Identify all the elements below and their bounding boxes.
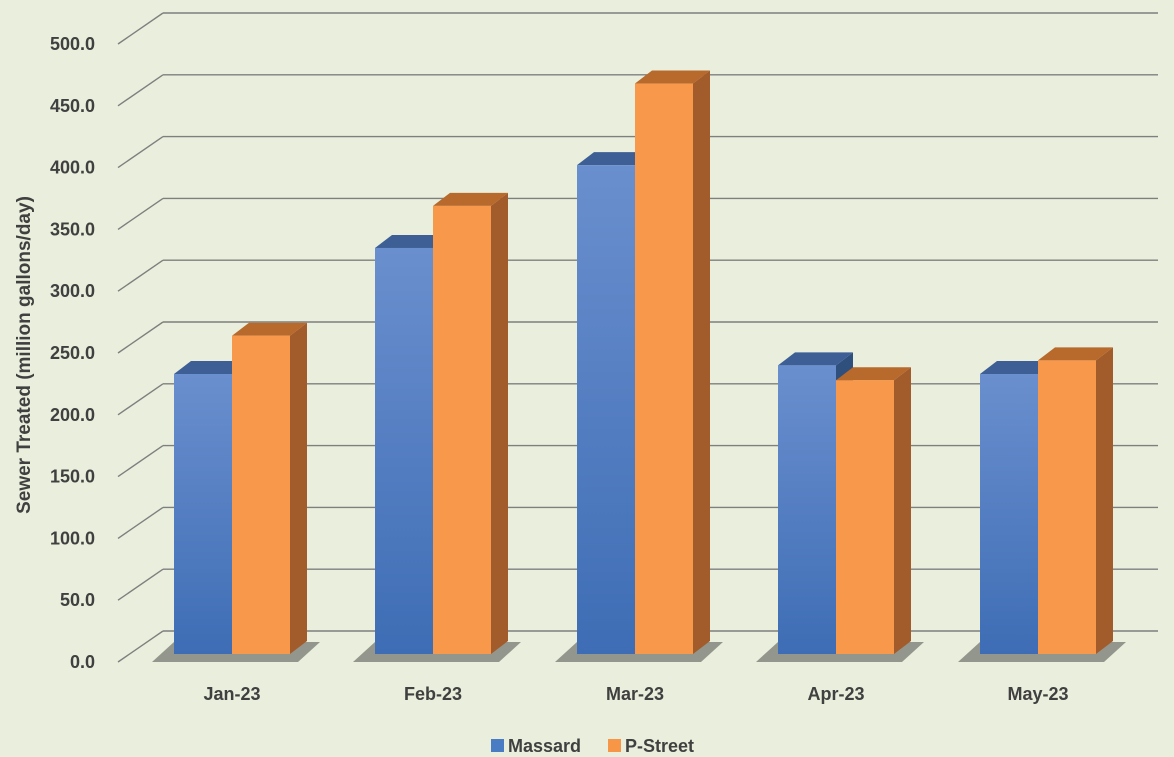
y-tick-label: 0.0 — [70, 652, 95, 672]
legend-swatch — [608, 739, 621, 752]
bar-top — [778, 352, 853, 366]
y-tick-label: 450.0 — [50, 96, 95, 116]
gridline-diagonal — [117, 445, 164, 478]
x-tick-label: May-23 — [1007, 684, 1068, 704]
bar-side — [290, 322, 307, 654]
y-tick-label: 250.0 — [50, 343, 95, 363]
bar-top — [836, 367, 911, 381]
bar-top — [375, 234, 450, 248]
x-tick-label: Mar-23 — [606, 684, 664, 704]
x-axis: Jan-23 Feb-23 Mar-23 Apr-23 May-23 — [203, 684, 1068, 704]
bar-side — [693, 70, 710, 654]
legend-label: Massard — [508, 736, 581, 756]
bar-top — [232, 322, 307, 336]
x-tick-label: Jan-23 — [203, 684, 260, 704]
gridline-diagonal — [117, 321, 164, 354]
gridline-diagonal — [117, 197, 164, 230]
y-tick-label: 350.0 — [50, 219, 95, 239]
bar-top — [174, 361, 249, 375]
y-axis: 0.0 50.0 100.0 150.0 200.0 250.0 300.0 350.0 400… — [50, 34, 95, 672]
gridline-diagonal — [117, 506, 164, 539]
y-tick-label: 300.0 — [50, 281, 95, 301]
bar — [1038, 360, 1096, 654]
y-tick-label: 100.0 — [50, 528, 95, 548]
gridline-diagonal — [117, 12, 164, 45]
bar-side — [894, 367, 911, 654]
bar — [778, 365, 836, 654]
legend-label: P-Street — [625, 736, 694, 756]
bar — [577, 165, 635, 655]
y-tick-label: 150.0 — [50, 467, 95, 487]
y-tick-label: 200.0 — [50, 405, 95, 425]
bar — [836, 380, 894, 654]
gridline-diagonal — [117, 136, 164, 169]
y-tick-label: 400.0 — [50, 158, 95, 178]
bar-top — [1038, 347, 1113, 361]
bar-top — [980, 361, 1055, 375]
legend-swatch — [491, 739, 504, 752]
bar — [433, 205, 491, 654]
bar-top — [635, 70, 710, 84]
y-axis-title: Sewer Treated (million gallons/day) — [14, 196, 35, 514]
x-tick-label: Feb-23 — [404, 684, 462, 704]
gridline-diagonal — [117, 568, 164, 601]
bar — [635, 83, 693, 654]
bar-side — [491, 192, 508, 654]
bar — [174, 374, 232, 654]
legend: Massard P-Street — [491, 736, 694, 756]
bar-top — [433, 192, 508, 206]
gridline-diagonal — [117, 630, 164, 663]
y-tick-label: 500.0 — [50, 34, 95, 54]
bar-top — [577, 152, 652, 166]
bar — [980, 374, 1038, 654]
bar — [375, 247, 433, 654]
x-tick-label: Apr-23 — [807, 684, 864, 704]
bar — [232, 335, 290, 654]
y-tick-label: 50.0 — [60, 590, 95, 610]
gridline-diagonal — [117, 74, 164, 107]
gridline-diagonal — [117, 259, 164, 292]
gridline-diagonal — [117, 383, 164, 416]
bars — [152, 70, 1126, 662]
bar-side — [1096, 347, 1113, 654]
